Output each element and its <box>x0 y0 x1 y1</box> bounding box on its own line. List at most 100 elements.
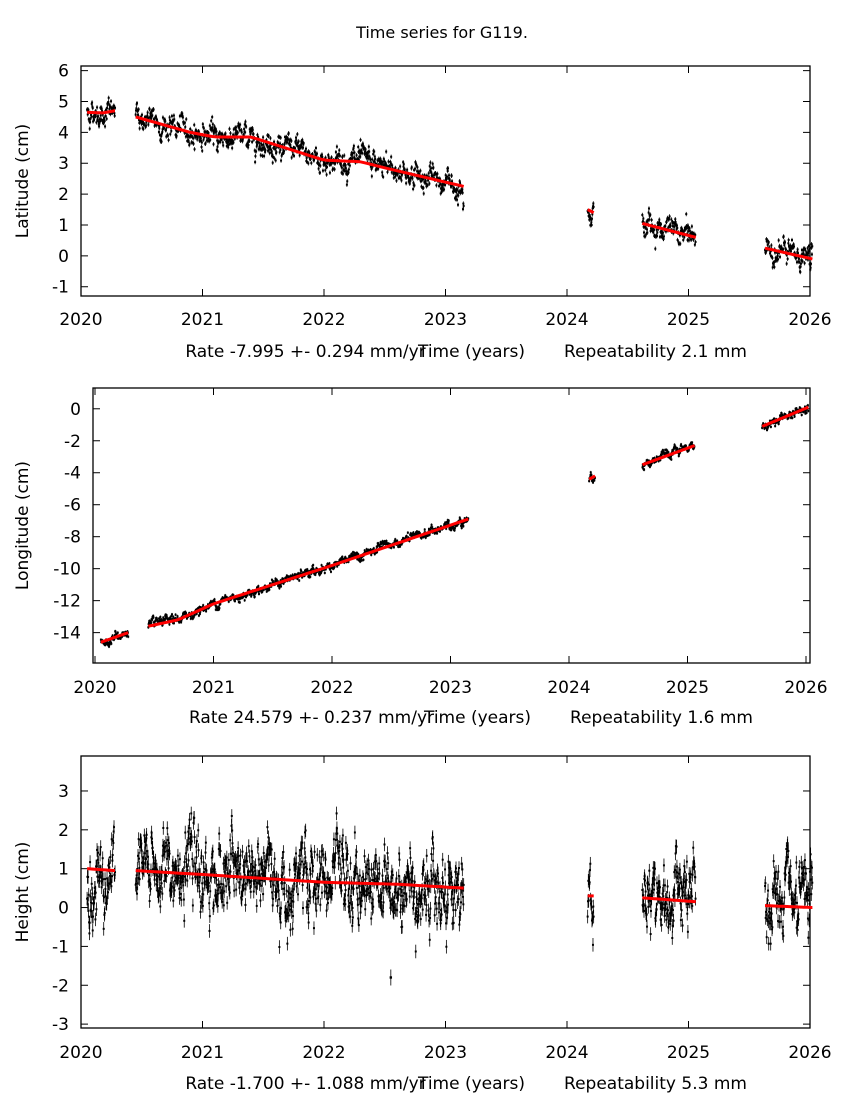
data-point <box>777 258 780 261</box>
data-point <box>95 121 98 124</box>
data-point <box>278 136 281 139</box>
data-point <box>172 114 175 117</box>
data-point <box>296 577 299 580</box>
data-point <box>234 128 237 131</box>
data-point <box>431 174 434 177</box>
data-point <box>104 114 107 117</box>
data-point <box>787 238 790 241</box>
data-point <box>367 157 370 160</box>
repeatability-label: Repeatability 2.1 mm <box>564 342 747 362</box>
data-point <box>445 527 448 530</box>
data-point <box>86 113 89 116</box>
data-point <box>415 176 418 179</box>
data-point <box>398 175 401 178</box>
data-point <box>302 142 305 145</box>
data-point <box>281 153 284 156</box>
data-point <box>588 218 591 221</box>
y-tick-label: -10 <box>53 560 81 580</box>
data-point <box>272 581 275 584</box>
data-point <box>304 147 307 150</box>
data-point <box>345 183 348 186</box>
data-point <box>158 134 161 137</box>
data-point <box>259 154 262 157</box>
data-point <box>188 612 191 615</box>
data-point <box>87 108 90 111</box>
data-point <box>254 592 257 595</box>
data-point <box>810 246 813 249</box>
data-point <box>394 538 397 541</box>
data-point <box>359 559 362 562</box>
data-point <box>376 551 379 554</box>
data-point <box>152 614 155 617</box>
data-point <box>271 153 274 156</box>
data-point <box>154 620 157 623</box>
data-point <box>236 131 239 134</box>
data-point <box>160 619 163 622</box>
rate-label: Rate -7.995 +- 0.294 mm/yr <box>185 342 425 362</box>
data-point <box>268 147 271 150</box>
data-point <box>170 129 173 132</box>
data-point <box>592 202 595 205</box>
data-point <box>392 172 395 175</box>
data-point <box>385 540 388 543</box>
data-point <box>795 261 798 264</box>
data-point <box>324 568 327 571</box>
data-point <box>274 577 277 580</box>
y-tick-label: -8 <box>64 528 81 548</box>
data-point <box>340 165 343 168</box>
data-point <box>778 244 781 247</box>
data-point <box>656 224 659 227</box>
data-point <box>420 537 423 540</box>
data-point <box>114 106 117 109</box>
data-point <box>799 271 802 274</box>
data-point <box>199 137 202 140</box>
data-point <box>290 575 293 578</box>
data-point <box>282 582 285 585</box>
data-point <box>801 253 804 256</box>
data-point <box>224 132 227 135</box>
data-point <box>321 155 324 158</box>
data-point <box>104 125 107 128</box>
data-point <box>678 234 681 237</box>
data-point <box>277 142 280 145</box>
data-point <box>351 553 354 556</box>
data-point <box>105 108 108 111</box>
data-point <box>98 118 101 121</box>
data-point <box>279 584 282 587</box>
data-point <box>334 151 337 154</box>
data-point <box>239 139 242 142</box>
data-point <box>90 115 93 118</box>
data-point <box>213 125 216 128</box>
data-point <box>406 531 409 534</box>
y-tick-label: 2 <box>58 185 69 205</box>
data-point <box>198 605 201 608</box>
data-point <box>220 137 223 140</box>
data-point <box>249 130 252 133</box>
data-point <box>439 178 442 181</box>
data-point <box>227 600 230 603</box>
data-point <box>642 225 645 228</box>
data-point <box>447 167 450 170</box>
data-point <box>325 173 328 176</box>
data-point <box>435 184 438 187</box>
data-point <box>395 179 398 182</box>
data-point <box>279 136 282 139</box>
data-point <box>305 160 308 163</box>
data-point <box>271 580 274 583</box>
data-point <box>766 243 769 246</box>
data-point <box>287 138 290 141</box>
data-point <box>99 114 102 117</box>
data-point <box>667 218 670 221</box>
data-point <box>785 262 788 265</box>
data-point <box>660 230 663 233</box>
data-point <box>390 171 393 174</box>
data-point <box>298 154 301 157</box>
data-point <box>109 640 112 643</box>
data-point <box>426 534 429 537</box>
data-point <box>642 217 645 220</box>
data-point <box>154 619 157 622</box>
data-point <box>209 138 212 141</box>
data-point <box>210 119 213 122</box>
data-point <box>406 168 409 171</box>
data-point <box>324 169 327 172</box>
